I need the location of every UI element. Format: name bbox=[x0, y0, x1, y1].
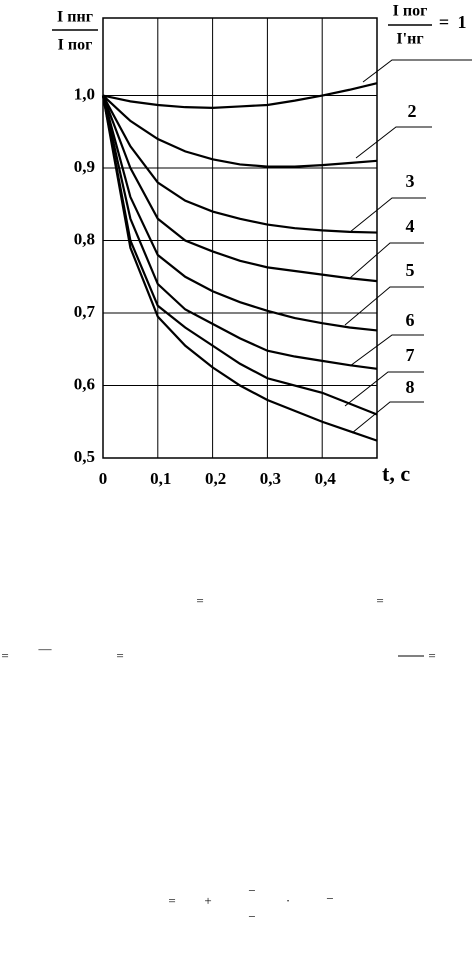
series-line bbox=[101, 95, 378, 370]
text-fragment: = bbox=[376, 593, 383, 608]
legend-title-equals: = bbox=[439, 12, 449, 32]
leader-line bbox=[344, 371, 424, 407]
leader-line bbox=[349, 197, 426, 233]
text-fragment: = bbox=[196, 593, 203, 608]
legend-title-numerator: I пог bbox=[393, 3, 428, 20]
y-label-numerator: I пнг bbox=[57, 9, 93, 26]
text-fragment: = bbox=[428, 648, 435, 663]
series-line bbox=[101, 95, 378, 332]
text-fragment: = bbox=[116, 648, 123, 663]
y-tick-label: 0,7 bbox=[74, 302, 96, 321]
leader-line bbox=[351, 401, 424, 434]
text-fragment: = bbox=[168, 893, 175, 908]
y-tick-label: 1,0 bbox=[74, 84, 95, 103]
text-fragment: · bbox=[286, 893, 290, 908]
series-line bbox=[102, 82, 378, 109]
x-tick-label: 0,1 bbox=[150, 469, 171, 488]
leader-line bbox=[355, 126, 432, 159]
y-tick-label: 0,5 bbox=[74, 447, 95, 466]
leader-line bbox=[344, 286, 424, 326]
x-tick-label: 0 bbox=[99, 469, 108, 488]
series-line bbox=[102, 94, 378, 168]
y-tick-label: 0,8 bbox=[74, 229, 95, 248]
y-tick-label: 0,6 bbox=[74, 374, 95, 393]
series-label: 6 bbox=[406, 310, 415, 330]
text-fragment: − bbox=[248, 883, 255, 898]
x-label: t, c bbox=[382, 461, 410, 486]
series-label: 1 bbox=[458, 12, 467, 32]
series-line bbox=[101, 95, 378, 283]
text-fragment: − bbox=[248, 909, 255, 924]
series-label: 7 bbox=[406, 345, 415, 365]
plot-frame bbox=[102, 17, 378, 459]
legend-title-denominator: I'нг bbox=[396, 31, 423, 48]
y-tick-label: 0,9 bbox=[74, 157, 95, 176]
series-label: 8 bbox=[406, 377, 415, 397]
text-fragment: — bbox=[38, 641, 53, 656]
x-tick-label: 0,3 bbox=[260, 469, 281, 488]
x-tick-label: 0,4 bbox=[315, 469, 337, 488]
text-fragment: − bbox=[326, 891, 333, 906]
series-label: 4 bbox=[406, 216, 415, 236]
y-label-denominator: I пог bbox=[58, 37, 93, 54]
series-label: 2 bbox=[408, 101, 417, 121]
series-line bbox=[101, 95, 378, 442]
x-tick-label: 0,2 bbox=[205, 469, 226, 488]
series-line bbox=[101, 95, 378, 416]
leader-line bbox=[349, 242, 424, 279]
leader-line bbox=[349, 334, 424, 367]
series-label: 3 bbox=[406, 171, 415, 191]
leader-line bbox=[362, 59, 472, 83]
series-line bbox=[102, 95, 378, 234]
text-fragment: + bbox=[204, 893, 211, 908]
series-label: 5 bbox=[406, 260, 415, 280]
text-fragment: = bbox=[1, 648, 8, 663]
